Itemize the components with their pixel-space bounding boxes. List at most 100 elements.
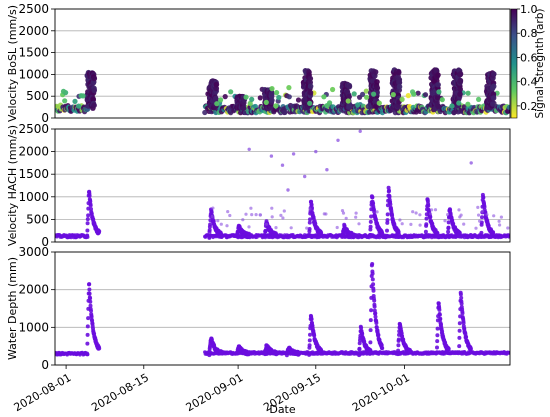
outlier-point xyxy=(354,215,358,219)
event-point xyxy=(87,193,92,198)
outlier-point xyxy=(418,223,422,227)
event-point xyxy=(481,195,486,200)
data-point xyxy=(295,97,302,103)
event-point xyxy=(423,233,428,238)
outlier-point xyxy=(247,147,251,151)
event-point xyxy=(395,352,400,357)
y-tick-label: 2000 xyxy=(18,145,49,159)
outlier-point xyxy=(282,209,286,213)
event-point xyxy=(437,312,442,317)
event-point xyxy=(435,94,441,100)
event-point xyxy=(208,222,213,227)
event-point xyxy=(368,351,373,356)
event-point xyxy=(457,335,462,340)
outlier-point xyxy=(325,168,329,172)
outlier-point xyxy=(241,218,245,222)
data-point xyxy=(273,103,279,109)
event-point xyxy=(207,228,212,232)
y-tick-label: 1500 xyxy=(18,46,49,60)
event-point xyxy=(437,307,442,312)
event-point xyxy=(438,316,443,321)
event-point xyxy=(85,341,90,346)
event-point xyxy=(446,229,451,234)
event-point xyxy=(207,235,212,240)
outlier-point xyxy=(269,154,274,158)
event-point xyxy=(396,337,401,342)
event-point xyxy=(87,287,92,292)
outlier-point xyxy=(462,222,466,226)
event-point xyxy=(213,85,220,92)
outlier-point xyxy=(249,206,253,210)
event-point xyxy=(435,72,441,78)
data-point xyxy=(228,89,234,95)
event-point xyxy=(380,346,385,351)
event-point xyxy=(97,346,102,351)
data-point xyxy=(257,95,263,101)
event-point xyxy=(213,96,219,103)
event-point xyxy=(385,212,390,217)
outlier-point xyxy=(409,222,413,226)
data-point xyxy=(276,94,282,101)
event-point xyxy=(309,317,314,322)
event-point xyxy=(396,343,401,348)
event-point xyxy=(385,228,389,233)
outlier-point xyxy=(400,222,404,226)
outlier-point xyxy=(430,208,434,212)
outlier-point xyxy=(498,223,502,227)
event-point xyxy=(368,340,373,345)
event-point xyxy=(85,324,90,329)
data-point xyxy=(263,99,269,105)
event-point xyxy=(373,103,379,110)
event-point xyxy=(423,229,428,234)
data-point xyxy=(321,94,327,100)
outlier-point xyxy=(289,226,293,230)
outlier-point xyxy=(286,188,290,192)
event-point xyxy=(369,308,374,313)
data-point xyxy=(506,104,510,110)
event-point xyxy=(457,86,464,92)
outlier-point xyxy=(281,216,285,220)
y-tick-label: 500 xyxy=(26,212,49,226)
event-point xyxy=(424,216,429,221)
outlier-point xyxy=(506,226,510,230)
y-tick-label: 2000 xyxy=(18,283,49,297)
event-point xyxy=(468,346,473,351)
event-point xyxy=(91,87,97,94)
outlier-point xyxy=(247,225,251,229)
outlier-point xyxy=(469,161,473,165)
outlier-point xyxy=(264,222,269,226)
event-point xyxy=(372,209,377,214)
data-point xyxy=(202,109,208,116)
event-point xyxy=(373,311,378,316)
event-point xyxy=(368,318,373,323)
outlier-point xyxy=(357,222,361,226)
data-point xyxy=(439,97,445,103)
y-axis-label: Velocity BoSL (mm/s) xyxy=(6,5,19,122)
outlier-point xyxy=(308,207,312,211)
scatter-points xyxy=(55,129,510,240)
event-point xyxy=(89,211,94,216)
event-point xyxy=(309,202,314,207)
event-point xyxy=(371,282,376,287)
event-point xyxy=(435,103,442,110)
event-point xyxy=(460,311,465,316)
event-point xyxy=(269,97,275,104)
data-point xyxy=(351,91,357,97)
event-point xyxy=(424,222,429,227)
outlier-point xyxy=(358,129,362,133)
event-point xyxy=(457,328,462,333)
outlier-point xyxy=(477,213,481,217)
outlier-point xyxy=(428,212,433,216)
data-point xyxy=(222,94,228,100)
plot-frame xyxy=(54,128,511,243)
x-tick-label: 2020-08-15 xyxy=(89,371,151,414)
event-point xyxy=(219,351,224,355)
event-point xyxy=(213,81,220,88)
event-point xyxy=(89,308,93,313)
data-point xyxy=(364,94,370,100)
event-point xyxy=(376,332,381,337)
outlier-point xyxy=(280,163,285,167)
event-point xyxy=(88,299,93,304)
outlier-point xyxy=(336,138,340,142)
event-point xyxy=(274,233,279,238)
